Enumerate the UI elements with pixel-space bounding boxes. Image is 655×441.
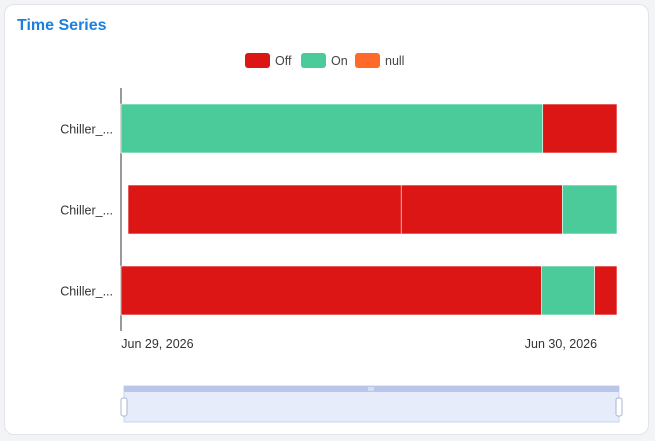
legend-label-on[interactable]: On	[331, 54, 348, 68]
zoom-slider-left-handle[interactable]	[120, 397, 128, 417]
legend-swatch-on[interactable]	[301, 53, 326, 68]
segment-on[interactable]	[541, 265, 595, 316]
zoom-slider-bar[interactable]	[124, 386, 619, 392]
segment-on[interactable]	[120, 103, 544, 154]
segment-off[interactable]	[542, 103, 618, 154]
x-tick-label: Jun 30, 2026	[525, 337, 597, 351]
legend-swatch-off[interactable]	[245, 53, 270, 68]
row-label: Chiller_...	[60, 285, 113, 299]
segment-on[interactable]	[562, 184, 618, 235]
card-title: Time Series	[17, 17, 107, 34]
legend-swatch-null[interactable]	[355, 53, 380, 68]
row-label: Chiller_...	[60, 123, 113, 137]
zoom-slider-right-handle[interactable]	[615, 397, 623, 417]
segment-off[interactable]	[400, 184, 563, 235]
legend-label-null[interactable]: null	[385, 54, 404, 68]
segment-off[interactable]	[594, 265, 618, 316]
legend-label-off[interactable]: Off	[275, 54, 292, 68]
row-label: Chiller_...	[60, 204, 113, 218]
x-tick-label: Jun 29, 2026	[121, 337, 193, 351]
segment-off[interactable]	[127, 184, 402, 235]
segment-off[interactable]	[120, 265, 542, 316]
